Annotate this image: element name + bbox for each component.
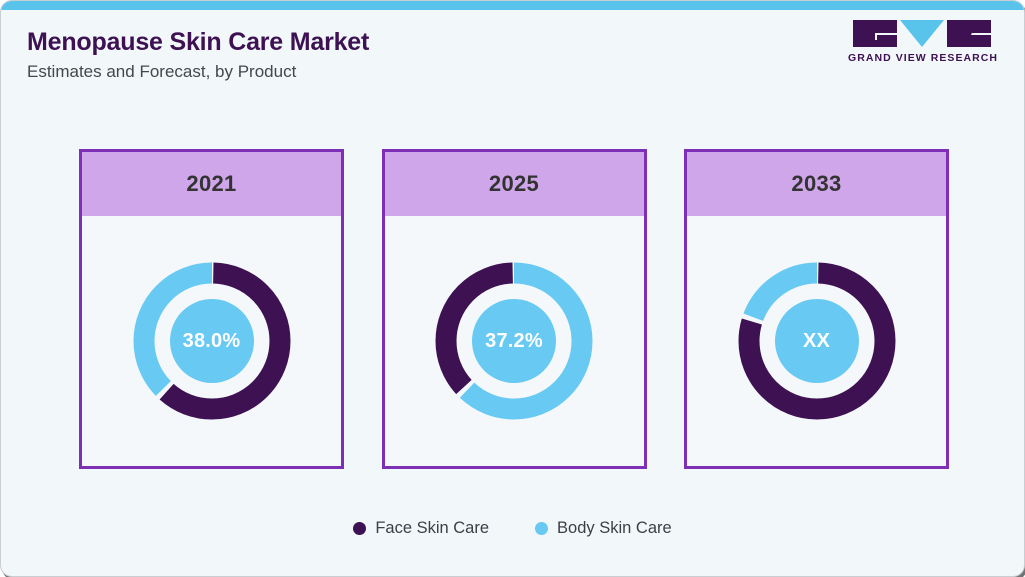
logo-g-icon — [853, 20, 897, 47]
donut-svg-2021 — [133, 262, 290, 420]
arc-body-skin-care — [435, 262, 593, 420]
donut-card-2021: 2021 38.0% — [79, 149, 344, 469]
logo-wordmark: GRAND VIEW RESEARCH — [848, 52, 999, 64]
header: Menopause Skin Care Market Estimates and… — [1, 10, 1024, 110]
donut-value-label: 37.2% — [485, 329, 543, 352]
donut-center-2021: 38.0% — [169, 299, 254, 383]
donut-card-2025: 2025 37.2% — [381, 149, 647, 469]
donut-svg-2025 — [435, 262, 593, 420]
legend-swatch-icon — [353, 522, 367, 535]
card-header-2021: 2021 — [82, 152, 341, 216]
donut-svg-2033 — [738, 262, 895, 420]
card-header-2033: 2033 — [687, 152, 946, 216]
donut-center-2033: XX — [774, 299, 859, 383]
donut-value-label: 38.0% — [182, 329, 241, 352]
card-body-2021: 38.0% — [82, 216, 341, 466]
card-body-2033: XX — [687, 216, 946, 466]
donut-value-label: XX — [802, 329, 831, 352]
legend-item-body-skin-care[interactable]: Body Skin Care — [535, 519, 672, 538]
card-year-label: 2033 — [791, 171, 842, 196]
page-title: Menopause Skin Care Market — [27, 28, 370, 56]
legend-swatch-icon — [535, 522, 549, 535]
arc-face-skin-care — [738, 262, 895, 420]
donut-center-2025: 37.2% — [472, 299, 556, 383]
page-subtitle: Estimates and Forecast, by Product — [27, 61, 297, 81]
logo-mark — [848, 20, 996, 47]
donut-card-2033: 2033 XX — [684, 149, 949, 469]
arc-face-skin-care — [133, 262, 290, 420]
card-header-2025: 2025 — [384, 152, 644, 216]
card-year-label: 2021 — [186, 171, 237, 196]
legend: Face Skin Care Body Skin Care — [1, 519, 1024, 538]
card-year-label: 2025 — [488, 171, 540, 196]
legend-label: Body Skin Care — [557, 519, 672, 537]
card-body-2025: 37.2% — [385, 216, 644, 466]
logo-v-icon — [900, 20, 944, 47]
donut-card-group: 2021 38.0% 2025 — [79, 149, 949, 469]
donut-chart-2025: 37.2% — [434, 261, 594, 421]
arc-body-skin-care — [133, 262, 290, 420]
arc-body-skin-care — [738, 262, 895, 420]
logo-r-icon — [947, 20, 991, 47]
brand-logo: GRAND VIEW RESEARCH — [848, 20, 999, 64]
donut-chart-2033: XX — [737, 261, 897, 421]
arc-face-skin-care — [435, 262, 593, 420]
title-block: Menopause Skin Care Market Estimates and… — [27, 28, 369, 82]
donut-chart-2021: 38.0% — [132, 261, 292, 421]
top-accent-bar — [1, 1, 1024, 10]
legend-item-face-skin-care[interactable]: Face Skin Care — [353, 519, 489, 538]
legend-label: Face Skin Care — [375, 519, 490, 537]
